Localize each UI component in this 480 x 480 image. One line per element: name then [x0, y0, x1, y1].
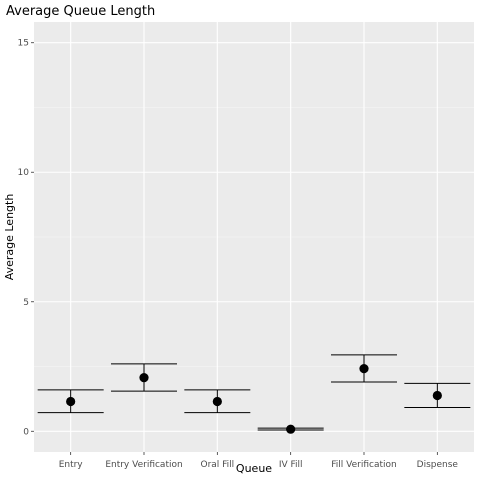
x-axis-ticks: Entry Entry Verification Oral Fill IV Fill F… [59, 452, 459, 470]
data-marks [37, 354, 471, 434]
x-tick-label: Fill Verification [331, 460, 396, 470]
x-axis-label: Queue [236, 462, 272, 475]
mean-point [139, 373, 149, 383]
y-tick-label: 5 [23, 298, 29, 308]
mean-point [286, 424, 296, 434]
y-tick-label: 15 [18, 39, 29, 49]
y-axis-label: Average Length [3, 194, 16, 281]
mean-point [359, 363, 369, 374]
x-tick-label: Oral Fill [200, 460, 234, 470]
grid-lines [34, 22, 474, 452]
x-tick-label: IV Fill [279, 460, 303, 470]
x-tick-label: Entry Verification [105, 460, 182, 470]
y-tick-label: 10 [18, 168, 30, 178]
x-tick-label: Dispense [417, 460, 459, 470]
y-tick-label: 0 [23, 427, 29, 437]
x-tick-label: Entry [59, 460, 84, 470]
mean-point [66, 396, 76, 407]
chart-title: Average Queue Length [6, 4, 155, 19]
mean-point [432, 390, 442, 401]
y-axis-ticks: 0 5 10 15 [18, 39, 34, 437]
mean-point [212, 396, 222, 407]
